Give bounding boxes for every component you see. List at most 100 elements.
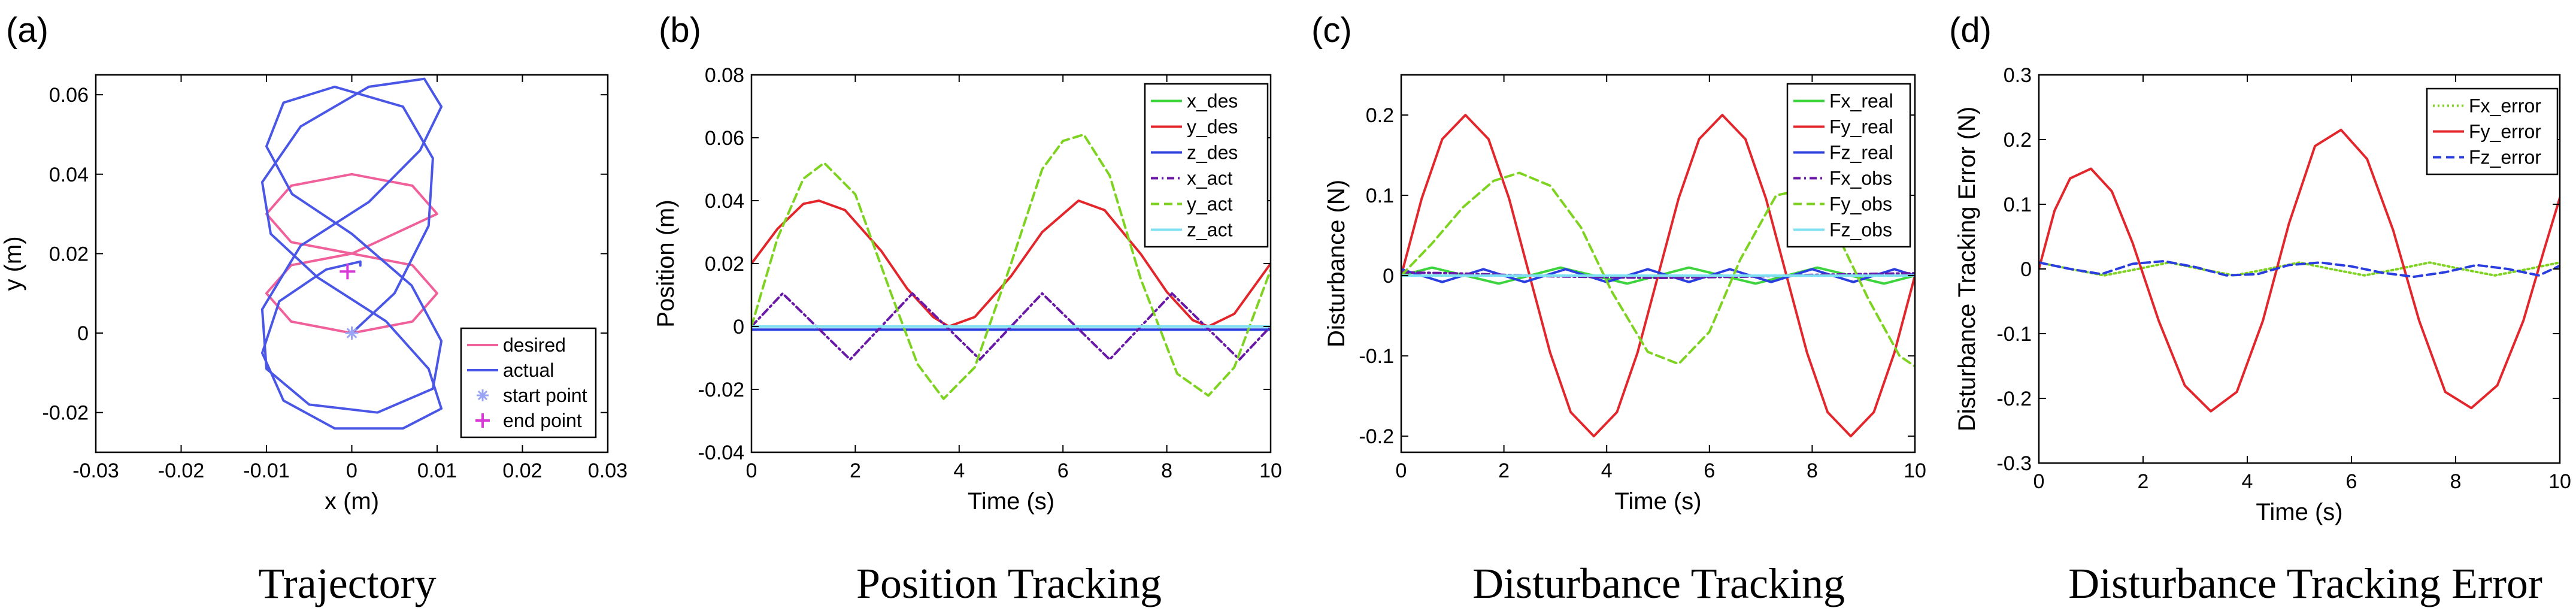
legend-label-x-act: x_act bbox=[1187, 168, 1233, 189]
legend-box bbox=[1144, 83, 1269, 248]
legend-label-fz-error: Fz_error bbox=[2469, 147, 2541, 168]
series-fz-error bbox=[2039, 260, 2560, 278]
legend-label-fx-real: Fx_real bbox=[1829, 90, 1893, 112]
x-tick-label: 0.03 bbox=[588, 459, 628, 482]
caption: Disturbance Tracking Error bbox=[2068, 559, 2542, 607]
x-tick-label: -0.03 bbox=[72, 459, 119, 482]
y-tick-label: 0.02 bbox=[49, 243, 89, 265]
legend-label-fy-error: Fy_error bbox=[2469, 121, 2541, 143]
caption: Position Tracking bbox=[856, 559, 1162, 607]
x-tick-label: 4 bbox=[1601, 459, 1613, 482]
series-y-des bbox=[751, 199, 1271, 328]
y-tick-label: 0.08 bbox=[705, 64, 744, 87]
legend-label-x-des: x_des bbox=[1187, 90, 1238, 112]
series-actual bbox=[260, 77, 443, 430]
y-tick-label: 0.04 bbox=[49, 164, 89, 186]
x-tick-label: 2 bbox=[850, 459, 861, 482]
legend-box bbox=[460, 327, 597, 438]
axes-box bbox=[1400, 74, 1916, 453]
x-tick-label: 8 bbox=[1807, 459, 1818, 482]
x-tick-label: 0.01 bbox=[417, 459, 457, 482]
legend-label-y-act: y_act bbox=[1187, 193, 1233, 215]
x-axis-label: x (m) bbox=[325, 488, 379, 515]
x-tick-label: 8 bbox=[2450, 470, 2462, 493]
y-tick-label: 0.1 bbox=[1366, 184, 1394, 207]
y-axis-label: Position (m) bbox=[653, 199, 679, 327]
series-y-act bbox=[751, 133, 1271, 400]
legend-label-fy-real: Fy_real bbox=[1829, 116, 1893, 138]
x-tick-label: 10 bbox=[2548, 470, 2571, 493]
x-tick-label: 8 bbox=[1161, 459, 1172, 482]
legend-label-end-point: end point bbox=[503, 410, 582, 431]
y-tick-label: 0 bbox=[1383, 265, 1394, 288]
plot-area bbox=[751, 133, 1271, 400]
y-tick-label: 0 bbox=[77, 322, 89, 345]
series-fx-error bbox=[2039, 261, 2560, 277]
panel-disturbance-tracking: (c) Disturbance Tracking 0 2 4 6 8 10 -0.2 -0.1 0 0… bbox=[1311, 11, 1926, 607]
series-x-act bbox=[751, 292, 1271, 361]
marker-start-point bbox=[345, 326, 359, 340]
y-tick-label: 0.06 bbox=[49, 84, 89, 107]
x-tick-label: 6 bbox=[1057, 459, 1069, 482]
y-tick-label: -0.1 bbox=[1996, 323, 2032, 346]
caption: Trajectory bbox=[258, 559, 436, 607]
legend-label-fz-real: Fz_real bbox=[1829, 142, 1893, 164]
y-tick-label: 0.2 bbox=[2004, 129, 2032, 152]
panel-disturbance-tracking-error: (d) Disturbance Tracking Error 0 2 4 6 8 10 -0.3… bbox=[1949, 11, 2571, 607]
x-tick-label: 10 bbox=[1904, 459, 1926, 482]
x-tick-label: 2 bbox=[1498, 459, 1510, 482]
x-tick-label: 4 bbox=[2242, 470, 2253, 493]
legend: Fx_error Fy_error Fz_error bbox=[2426, 87, 2559, 176]
y-axis-label: y (m) bbox=[0, 236, 26, 291]
x-tick-label: 4 bbox=[953, 459, 965, 482]
x-tick-label: 0 bbox=[2033, 470, 2045, 493]
plot-area bbox=[260, 77, 443, 430]
legend-label-z-des: z_des bbox=[1187, 142, 1238, 164]
y-tick-label: -0.1 bbox=[1359, 345, 1394, 368]
y-tick-label: -0.2 bbox=[1359, 425, 1394, 448]
y-tick-label: 0.2 bbox=[1366, 104, 1394, 127]
y-axis-label: Disturbance Tracking Error (N) bbox=[1954, 107, 1980, 431]
y-axis-label: Disturbance (N) bbox=[1323, 180, 1350, 347]
legend-label-fz-obs: Fz_obs bbox=[1829, 219, 1892, 241]
y-tick-label: 0.02 bbox=[705, 253, 744, 276]
series-fy-error bbox=[2039, 128, 2560, 413]
x-tick-label: -0.01 bbox=[243, 459, 290, 482]
y-tick-label: 0 bbox=[733, 316, 744, 338]
y-tick-label: -0.02 bbox=[698, 379, 745, 401]
legend-box bbox=[1786, 83, 1911, 248]
legend-label-desired: desired bbox=[503, 334, 566, 356]
series-desired bbox=[265, 173, 438, 335]
x-tick-label: 2 bbox=[2138, 470, 2149, 493]
y-tick-label: 0.1 bbox=[2004, 193, 2032, 216]
plot-area bbox=[2039, 128, 2560, 413]
caption: Disturbance Tracking bbox=[1472, 559, 1845, 607]
y-tick-label: 0.06 bbox=[705, 127, 744, 150]
panel-label: (d) bbox=[1949, 11, 1992, 50]
x-axis-label: Time (s) bbox=[1614, 488, 1701, 515]
panel-position-tracking: (b) Position Tracking 0 2 4 6 8 10 -0.04 -0.02 0 0.… bbox=[653, 11, 1282, 607]
y-tick-label: 0 bbox=[2020, 258, 2032, 281]
x-tick-label: 10 bbox=[1259, 459, 1282, 482]
x-tick-label: 6 bbox=[1704, 459, 1715, 482]
legend-label-start-point: start point bbox=[503, 385, 587, 406]
panel-label: (c) bbox=[1311, 11, 1352, 50]
legend: x_des y_des z_des x_act y_act z_act bbox=[1144, 83, 1269, 248]
x-tick-label: 0 bbox=[346, 459, 357, 482]
legend: desired actual start point end point bbox=[460, 327, 597, 438]
legend-label-z-act: z_act bbox=[1187, 219, 1233, 241]
y-tick-label: -0.04 bbox=[698, 441, 745, 464]
x-tick-label: 0.02 bbox=[502, 459, 542, 482]
legend: Fx_real Fy_real Fz_real Fx_obs Fy_obs Fz_obs bbox=[1786, 83, 1911, 248]
x-tick-label: 0 bbox=[746, 459, 757, 482]
y-tick-label: 0.04 bbox=[705, 190, 744, 213]
y-tick-label: -0.02 bbox=[43, 402, 89, 425]
x-axis-label: Time (s) bbox=[968, 488, 1054, 515]
panel-label: (a) bbox=[6, 11, 49, 50]
y-tick-label: -0.3 bbox=[1996, 452, 2032, 475]
legend-label-y-des: y_des bbox=[1187, 116, 1238, 138]
y-tick-label: 0.3 bbox=[2004, 64, 2032, 87]
legend-label-fx-error: Fx_error bbox=[2469, 95, 2541, 117]
x-tick-label: -0.02 bbox=[158, 459, 205, 482]
